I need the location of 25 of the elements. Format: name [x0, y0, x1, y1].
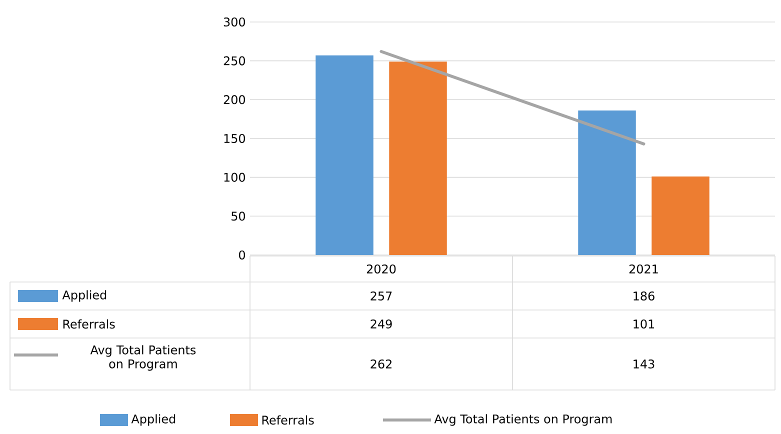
x-tick-label: 2021 [629, 264, 658, 274]
x-tick-label: 2020 [366, 264, 396, 274]
y-tick-label: 200 [224, 95, 246, 104]
bar [316, 55, 374, 255]
y-tick-label: 250 [224, 56, 246, 66]
data-label: 143 [634, 359, 654, 369]
y-tick-label: 100 [224, 172, 246, 182]
text: Referrals [63, 319, 115, 329]
data-label: 101 [634, 319, 654, 329]
data-label: 249 [370, 319, 392, 329]
legend-label: Referrals [262, 415, 314, 425]
data-label: 257 [370, 291, 392, 301]
y-tick-label: 50 [232, 212, 246, 221]
bar [389, 62, 447, 255]
data-label: 262 [370, 359, 392, 369]
legend-label: Avg Total Patients on Program [434, 414, 612, 426]
y-tick-label: 300 [224, 17, 246, 27]
bar [578, 110, 636, 255]
data-label: 186 [634, 291, 654, 301]
bar [652, 176, 710, 255]
y-tick-label: 150 [224, 134, 246, 144]
legend-label: Applied [131, 414, 176, 426]
text: Avg Total Patients on Program [90, 345, 196, 371]
y-tick-label: 0 [239, 250, 246, 260]
text: Applied [62, 290, 106, 302]
